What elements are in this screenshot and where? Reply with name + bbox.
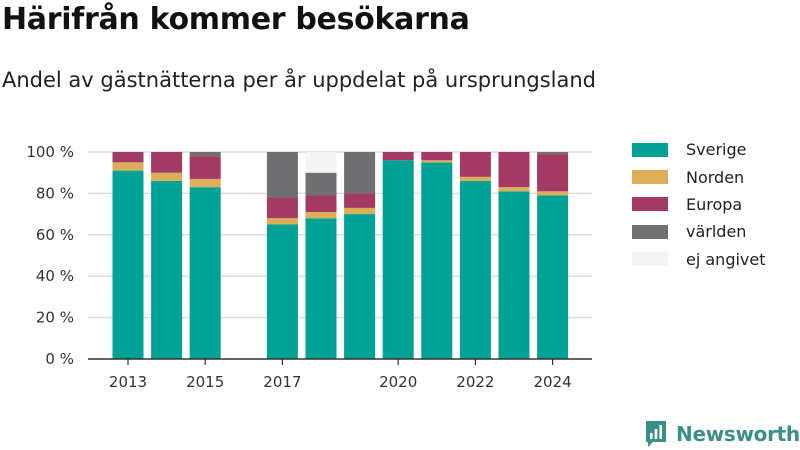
bar-segment — [498, 187, 530, 192]
bar-segment — [189, 187, 221, 359]
newsworthy-bar-icon — [646, 421, 666, 447]
bar-segment — [459, 176, 491, 181]
bar-segment — [112, 162, 144, 171]
y-tick-label: 20 % — [36, 309, 74, 327]
bar-segment — [189, 178, 221, 188]
axes: 0 % 20 % 40 % 60 % 80 % 100 % 2013 2015 2017 2020… — [26, 143, 592, 391]
bar-segment — [344, 207, 376, 215]
bar-segment — [266, 152, 298, 198]
legend-swatch — [632, 170, 668, 185]
legend-item: Sverige — [632, 136, 766, 163]
bar-segment — [498, 191, 530, 359]
chart-subtitle: Andel av gästnätterna per år uppdelat på… — [2, 68, 596, 92]
bar-segment — [459, 152, 491, 177]
y-tick-label: 60 % — [36, 226, 74, 244]
bar-segment — [305, 172, 337, 196]
bar-segment — [151, 152, 183, 173]
bar-segment — [305, 212, 337, 219]
bar-segment — [151, 172, 183, 181]
bar-segment — [459, 180, 491, 359]
logo-text: Newsworthy — [676, 422, 800, 446]
bar-segment — [266, 218, 298, 225]
legend-item: Norden — [632, 163, 766, 190]
bar-segment — [189, 152, 221, 157]
x-tick-label: 2022 — [456, 373, 494, 391]
bar-segment — [537, 154, 569, 192]
legend-swatch — [632, 224, 668, 239]
bar-segment — [112, 152, 144, 163]
legend-label: Europa — [686, 194, 743, 214]
x-tick-label: 2024 — [534, 373, 572, 391]
y-tick-label: 40 % — [36, 267, 74, 285]
bar-segment — [112, 170, 144, 359]
legend-item: världen — [632, 218, 766, 245]
newsworthy-logo: Newsworthy — [644, 420, 800, 448]
legend-swatch — [632, 142, 668, 157]
bars — [112, 152, 569, 359]
bar-segment — [344, 193, 376, 208]
x-tick-label: 2017 — [263, 373, 301, 391]
legend-swatch — [632, 252, 668, 267]
stacked-bar-chart: 0 % 20 % 40 % 60 % 80 % 100 % 2013 2015 2017 2020… — [26, 143, 592, 391]
bar-segment — [344, 152, 376, 194]
bar-segment — [266, 197, 298, 219]
bar-segment — [344, 214, 376, 359]
legend-label: Norden — [686, 167, 745, 187]
bar-segment — [151, 180, 183, 359]
y-tick-label: 80 % — [36, 184, 74, 202]
bar-segment — [421, 162, 453, 359]
chart-title: Härifrån kommer besökarna — [2, 2, 470, 37]
y-tick-label: 0 % — [45, 350, 74, 368]
bar-segment — [189, 156, 221, 179]
bar-segment — [305, 152, 337, 173]
legend-item: ej angivet — [632, 246, 766, 273]
x-tick-label: 2015 — [186, 373, 224, 391]
legend-label: världen — [686, 222, 747, 242]
bar-segment — [537, 152, 569, 155]
legend-label: ej angivet — [686, 249, 766, 269]
legend-label: Sverige — [686, 140, 747, 160]
bar-segment — [266, 224, 298, 359]
x-tick-label: 2020 — [379, 373, 417, 391]
bar-segment — [382, 152, 414, 161]
bar-segment — [382, 160, 414, 359]
bar-segment — [305, 218, 337, 359]
legend-item: Europa — [632, 191, 766, 218]
bar-segment — [421, 160, 453, 163]
bar-segment — [305, 195, 337, 213]
x-tick-label: 2013 — [109, 373, 147, 391]
bar-segment — [498, 152, 530, 188]
y-tick-label: 100 % — [26, 143, 74, 161]
bar-segment — [421, 152, 453, 161]
legend: Sverige Norden Europa världen ej angivet — [632, 136, 766, 273]
bar-segment — [537, 195, 569, 359]
legend-swatch — [632, 197, 668, 212]
bar-segment — [537, 191, 569, 196]
